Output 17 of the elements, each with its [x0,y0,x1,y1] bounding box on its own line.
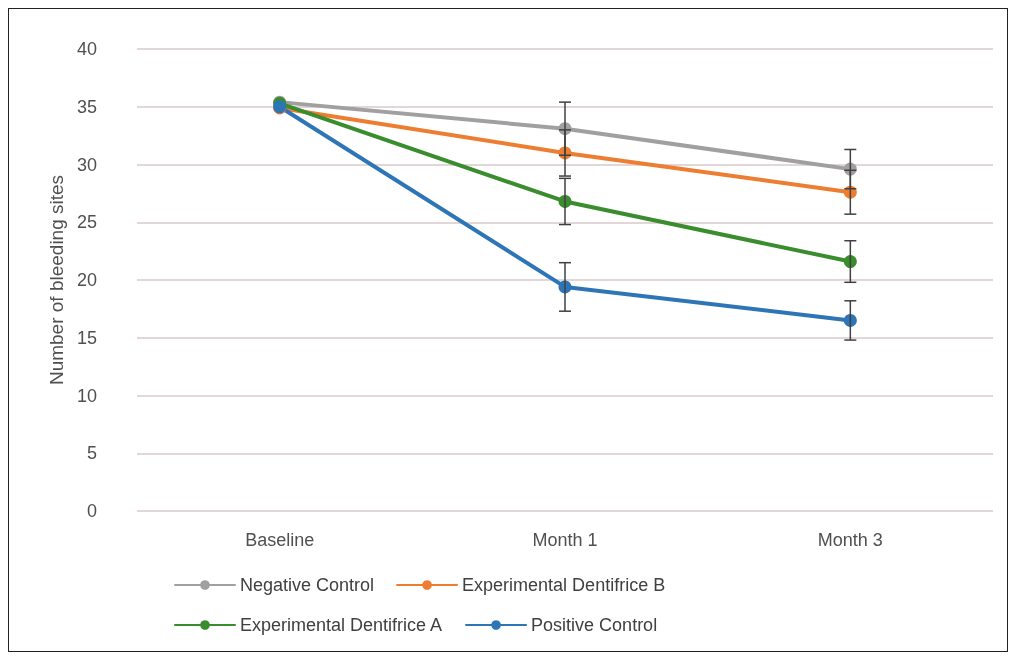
legend-label: Experimental Dentifrice A [240,615,443,635]
y-tick-label: 30 [76,154,97,175]
x-tick-label: Month 3 [817,530,883,550]
y-tick-label: 25 [76,212,97,233]
y-tick-label: 20 [76,270,97,290]
y-axis-title: Number of bleeding sites [46,174,68,386]
y-tick-label: 35 [76,96,97,117]
x-tick-label: Baseline [245,530,315,550]
y-tick-label: 0 [86,501,97,521]
y-tick-label: 15 [76,327,97,348]
y-tick-label: 40 [76,39,97,59]
legend-label: Experimental Dentifrice B [462,575,666,595]
y-tick-label: 10 [76,385,97,406]
x-tick-label: Month 1 [532,530,598,550]
y-tick-label: 5 [86,443,97,464]
legend-label: Negative Control [240,575,375,595]
legend-label: Positive Control [531,615,658,635]
